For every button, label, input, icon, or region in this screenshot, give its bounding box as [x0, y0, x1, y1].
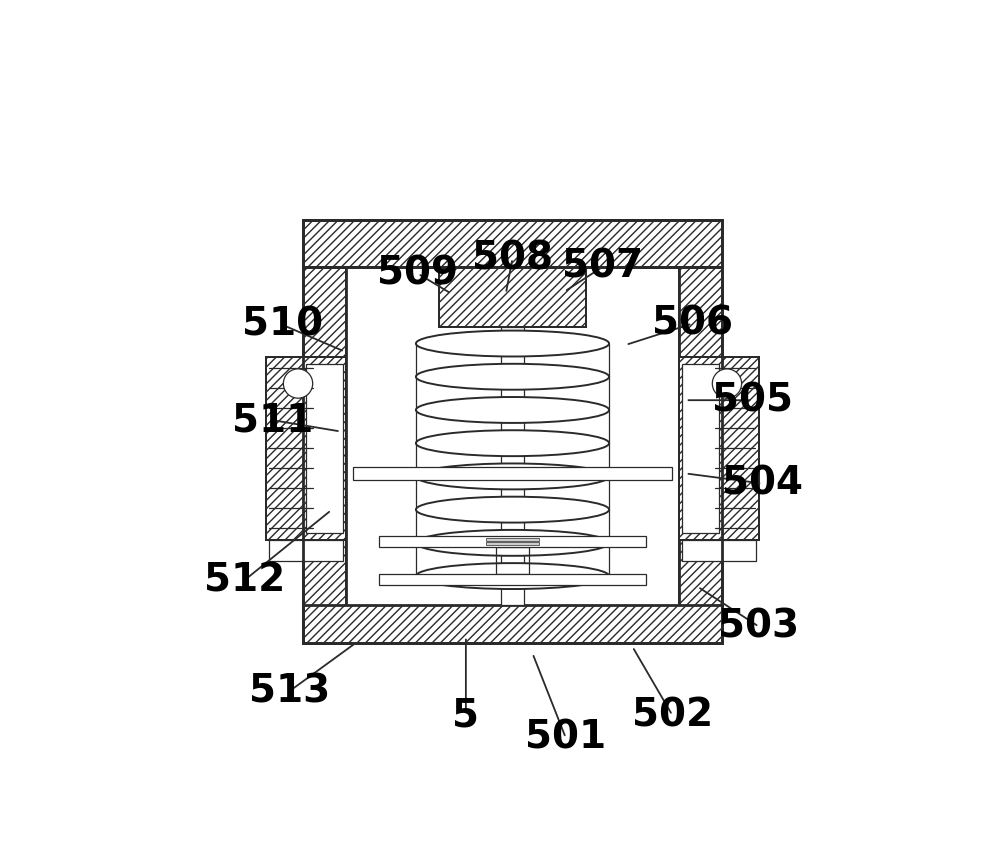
- Bar: [682, 363, 719, 534]
- Bar: [306, 363, 343, 534]
- Ellipse shape: [416, 430, 609, 456]
- Text: 510: 510: [242, 306, 323, 344]
- Text: 512: 512: [204, 561, 285, 599]
- Text: 502: 502: [632, 696, 713, 734]
- Ellipse shape: [416, 364, 609, 390]
- Bar: [266, 357, 346, 540]
- Bar: [303, 221, 722, 267]
- Ellipse shape: [416, 497, 609, 522]
- Bar: [486, 538, 539, 541]
- Text: 505: 505: [712, 381, 793, 420]
- Bar: [439, 267, 586, 327]
- Bar: [682, 540, 756, 561]
- Ellipse shape: [416, 330, 609, 356]
- Bar: [266, 357, 346, 540]
- Bar: [486, 542, 539, 546]
- Text: 506: 506: [652, 304, 733, 343]
- Text: 5: 5: [452, 696, 479, 734]
- Text: 503: 503: [718, 607, 800, 645]
- Ellipse shape: [416, 397, 609, 423]
- Text: 511: 511: [232, 401, 313, 439]
- Text: 504: 504: [722, 465, 803, 503]
- Bar: [679, 267, 722, 644]
- Bar: [679, 357, 759, 540]
- Bar: [379, 536, 646, 547]
- Bar: [379, 574, 646, 585]
- Bar: [439, 267, 586, 327]
- Ellipse shape: [416, 563, 609, 589]
- Text: 508: 508: [472, 240, 553, 278]
- Ellipse shape: [416, 464, 609, 490]
- Bar: [303, 605, 722, 644]
- Bar: [269, 540, 343, 561]
- Text: 507: 507: [562, 248, 643, 286]
- Circle shape: [283, 368, 313, 398]
- Text: 509: 509: [377, 254, 458, 292]
- Bar: [501, 327, 524, 605]
- Bar: [353, 467, 672, 480]
- Ellipse shape: [416, 530, 609, 556]
- Bar: [303, 267, 346, 644]
- Text: 513: 513: [249, 672, 330, 710]
- Circle shape: [712, 368, 742, 398]
- Text: 501: 501: [525, 719, 606, 757]
- Bar: [679, 357, 759, 540]
